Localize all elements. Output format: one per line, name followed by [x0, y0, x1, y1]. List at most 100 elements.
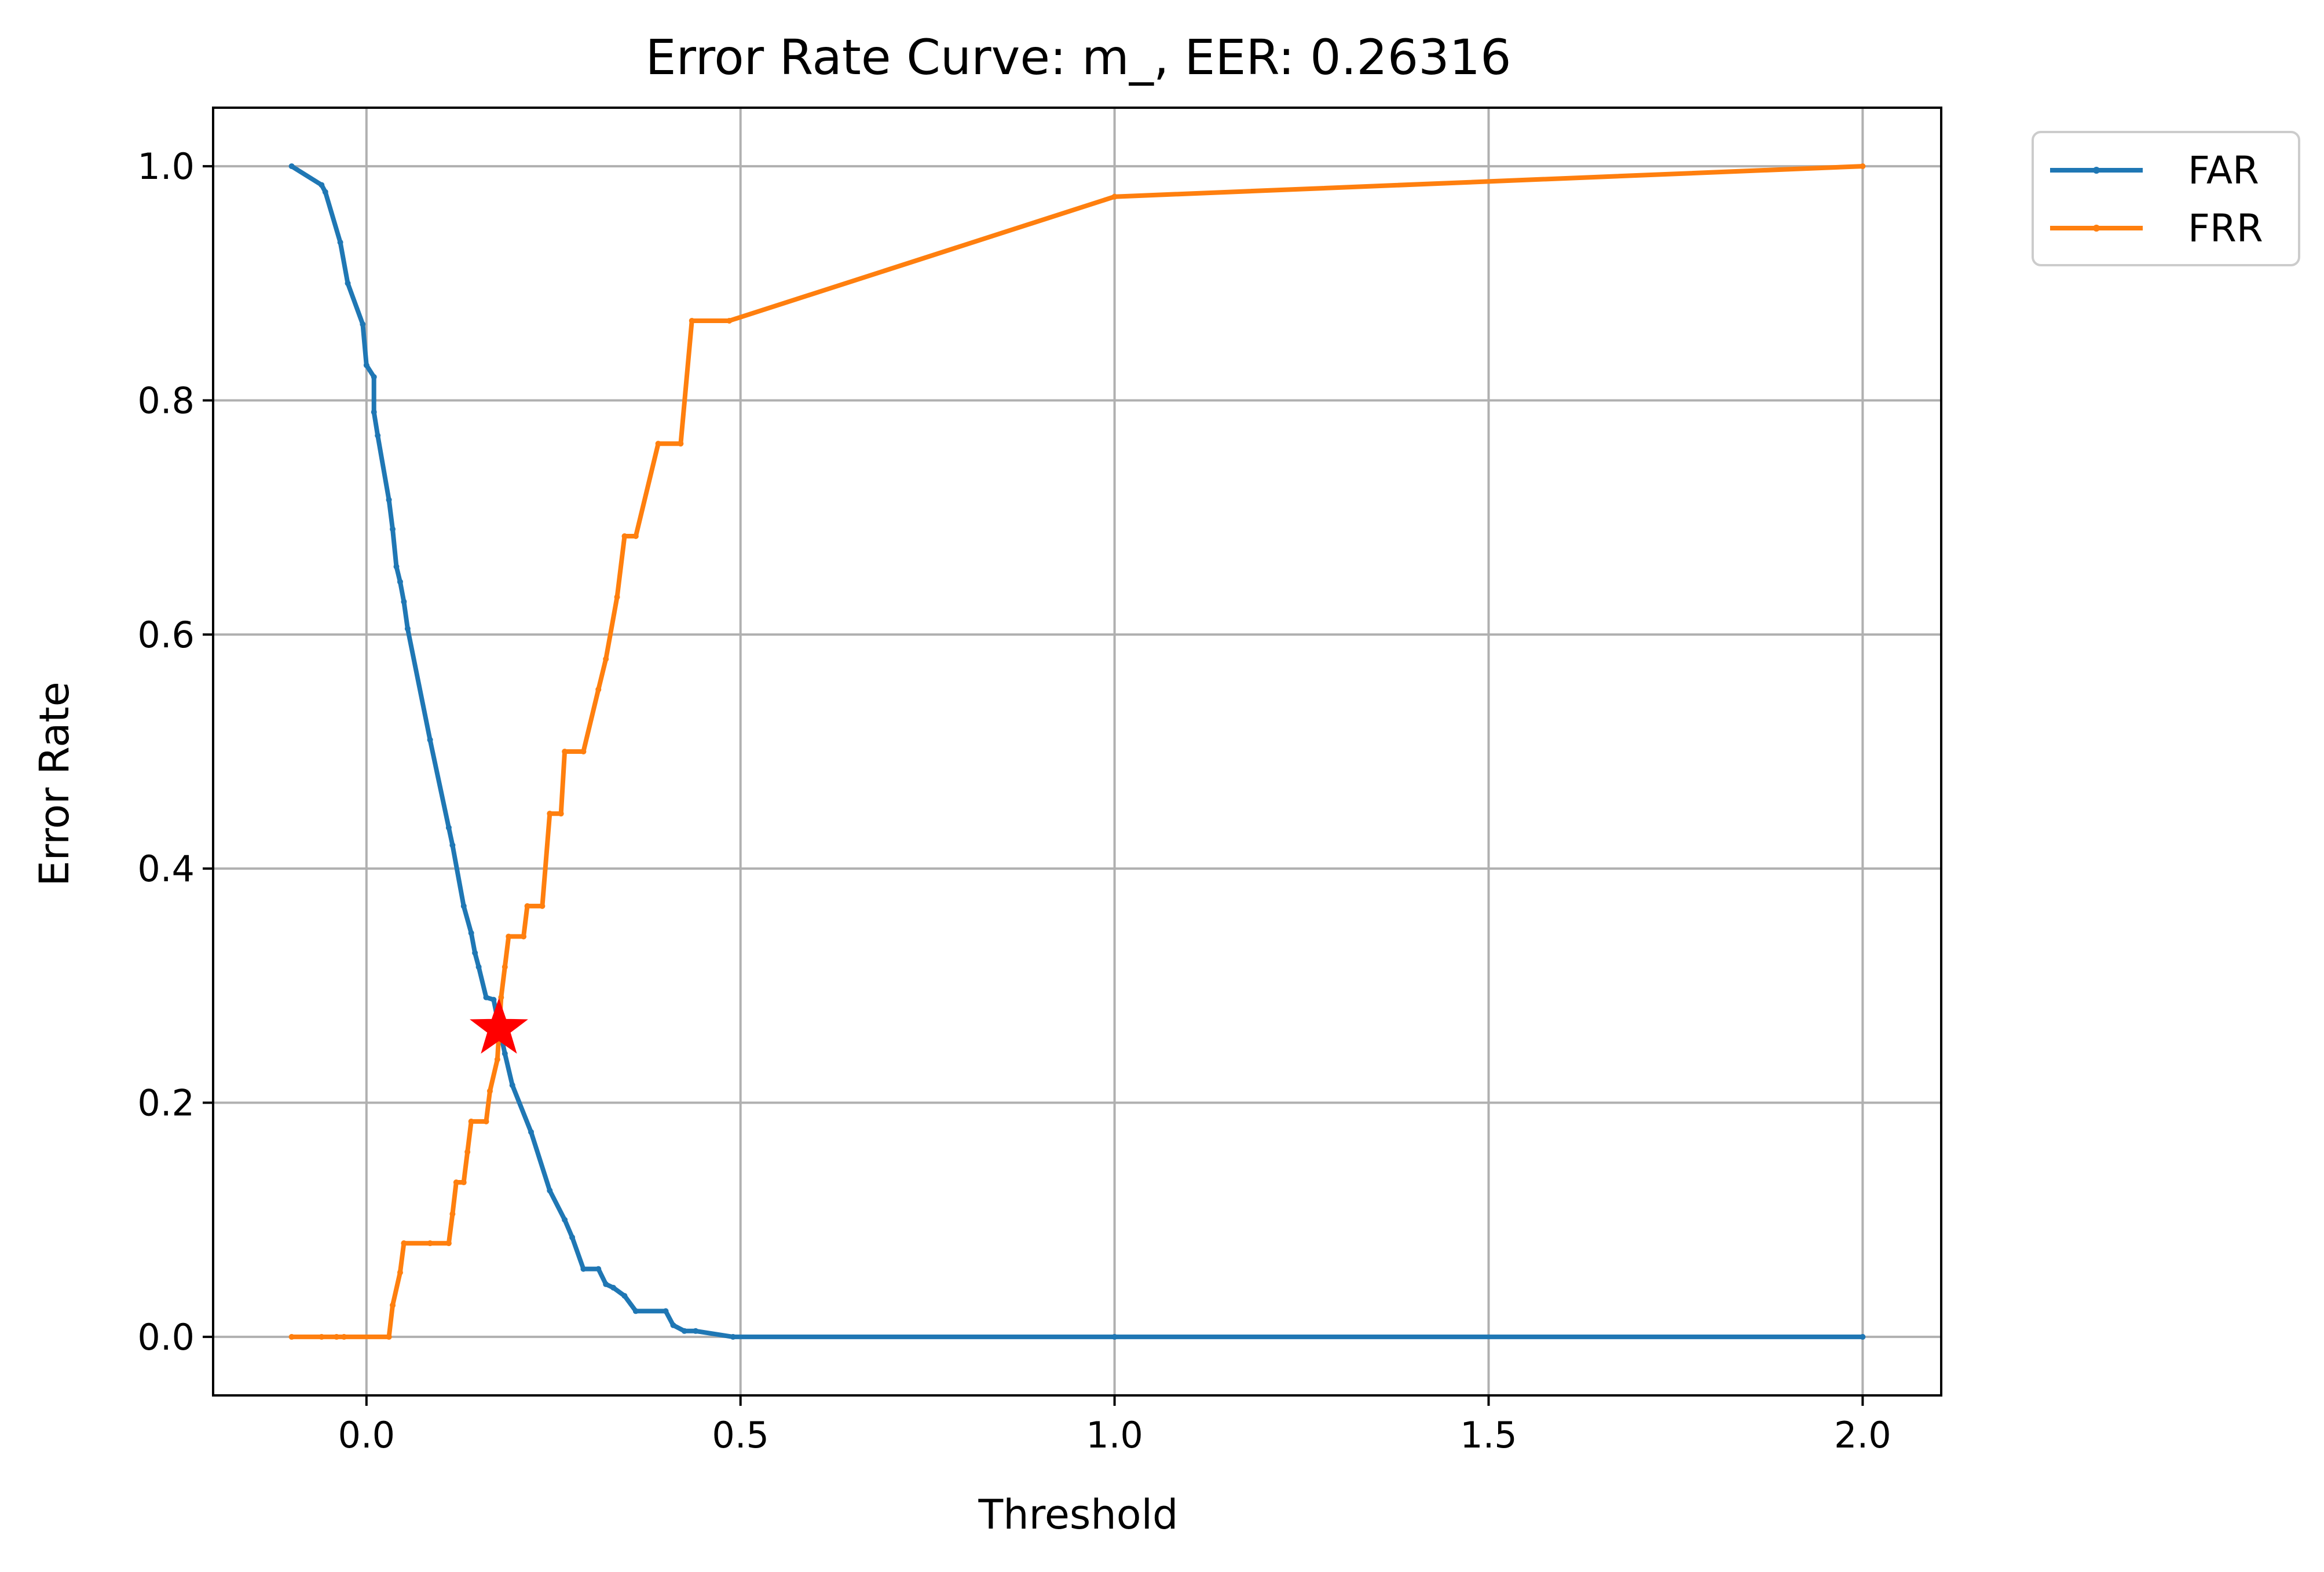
far-point [693, 1328, 699, 1334]
frr-point [547, 811, 553, 817]
eer-star-marker [469, 998, 528, 1054]
far-point [360, 321, 366, 328]
legend-label-frr: FRR [2188, 206, 2263, 251]
frr-point [449, 1211, 456, 1217]
frr-point [502, 964, 508, 970]
far-point [595, 1266, 602, 1272]
y-tick-label: 0.0 [137, 1316, 195, 1358]
legend-label-far: FAR [2188, 148, 2259, 193]
far-point [445, 825, 452, 831]
far-point [288, 163, 295, 170]
series-layer [288, 163, 1866, 1340]
far-point [528, 1129, 535, 1135]
far-point [475, 964, 482, 970]
frr-point [521, 933, 527, 940]
y-tick-label: 0.6 [137, 614, 195, 656]
far-point [390, 526, 396, 532]
frr-point [1860, 163, 1866, 170]
far-point [371, 409, 377, 415]
far-point [663, 1308, 669, 1314]
frr-point [614, 594, 620, 600]
series-frr [288, 163, 1866, 1340]
far-point [401, 599, 407, 605]
frr-point [494, 1056, 500, 1062]
x-axis-ticks: 0.0 0.5 1.0 1.5 2.0 [338, 1395, 1891, 1456]
frr-point [319, 1333, 325, 1340]
far-point [472, 950, 478, 956]
frr-point [464, 1149, 471, 1155]
far-point [562, 1216, 568, 1223]
frr-point [288, 1333, 295, 1340]
x-tick-label: 1.5 [1460, 1414, 1517, 1456]
frr-point [1111, 193, 1118, 200]
far-point [375, 433, 381, 439]
far-point [468, 930, 474, 936]
far-point [1860, 1333, 1866, 1340]
far-point [345, 280, 351, 287]
y-tick-label: 0.2 [137, 1082, 195, 1124]
legend-box [2032, 131, 2300, 266]
frr-point [468, 1118, 474, 1124]
frr-point [621, 533, 628, 539]
far-point [603, 1281, 609, 1287]
frr-point [632, 533, 639, 539]
frr-point [506, 933, 512, 940]
x-axis-label: Threshold [978, 1491, 1179, 1538]
frr-point [334, 1333, 340, 1340]
frr-point [445, 1240, 452, 1247]
far-point [337, 239, 343, 245]
far-point [610, 1284, 617, 1291]
axes-frame [212, 107, 1942, 1397]
frr-point [726, 317, 733, 324]
grid-lines [213, 108, 1941, 1395]
far-point [580, 1266, 587, 1272]
frr-point [562, 749, 568, 754]
frr-point [460, 1179, 467, 1186]
far-point [632, 1308, 639, 1314]
far-point [363, 362, 369, 368]
frr-point [603, 656, 609, 662]
x-tick-label: 0.5 [712, 1414, 769, 1456]
frr-point [386, 1333, 392, 1340]
far-point [509, 1082, 515, 1089]
frr-point [539, 903, 546, 909]
frr-point [558, 811, 564, 817]
far-point [547, 1188, 553, 1194]
far-point [621, 1293, 628, 1299]
frr-point [401, 1240, 407, 1247]
far-point [319, 182, 325, 188]
far-point [397, 578, 403, 585]
frr-point [498, 994, 504, 1001]
frr-point [689, 317, 695, 324]
far-point [404, 625, 411, 632]
far-point [322, 189, 328, 195]
far-point [502, 1050, 508, 1057]
far-point [449, 842, 456, 848]
y-axis-label: Error Rate [31, 681, 78, 886]
y-tick-label: 0.4 [137, 848, 195, 890]
legend-marker-far [2093, 167, 2100, 174]
frr-point [390, 1302, 396, 1309]
frr-point [655, 441, 661, 447]
x-tick-label: 1.0 [1086, 1414, 1143, 1456]
eer-marker-layer [469, 998, 528, 1054]
frr-point [397, 1269, 403, 1276]
far-point [460, 903, 467, 909]
far-point [393, 563, 400, 570]
frr-point [341, 1333, 347, 1340]
far-point [491, 996, 497, 1003]
far-point [483, 994, 489, 1001]
x-tick-label: 0.0 [338, 1414, 396, 1456]
frr-point [483, 1118, 489, 1124]
x-tick-label: 2.0 [1834, 1414, 1891, 1456]
far-point [670, 1322, 676, 1328]
far-point [681, 1328, 687, 1334]
frr-point [427, 1240, 433, 1247]
far-point [730, 1333, 736, 1340]
y-axis-ticks: 0.0 0.2 0.4 0.6 0.8 1.0 [137, 145, 213, 1358]
frr-point [595, 686, 602, 692]
chart-legend: FAR FRR [2032, 131, 2300, 266]
frr-point [524, 903, 530, 909]
